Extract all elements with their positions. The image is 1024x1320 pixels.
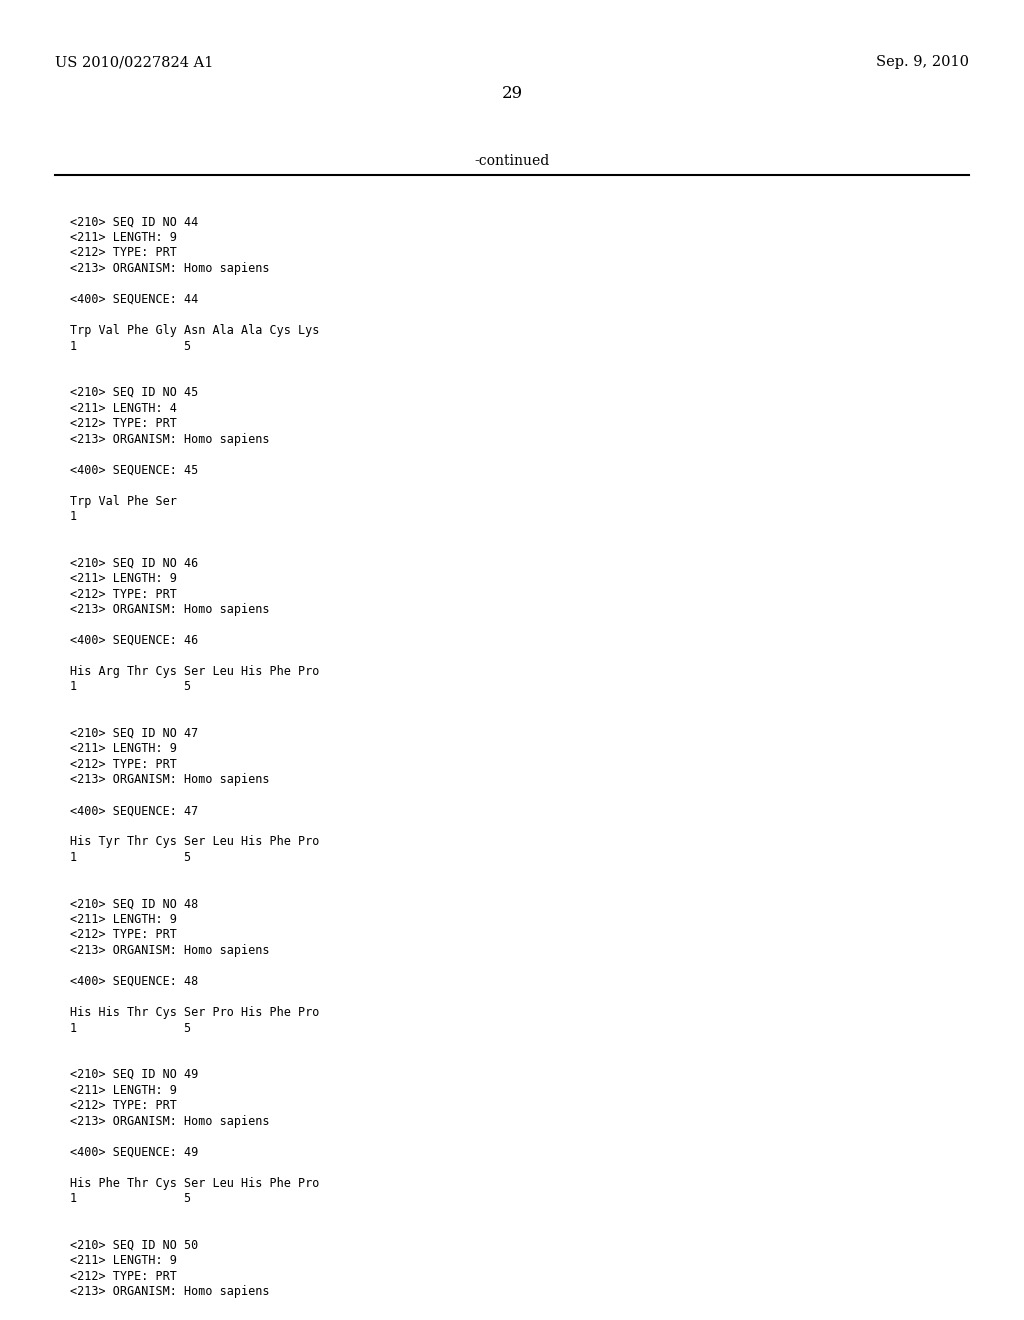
Text: US 2010/0227824 A1: US 2010/0227824 A1 (55, 55, 213, 69)
Text: <400> SEQUENCE: 47: <400> SEQUENCE: 47 (70, 804, 199, 817)
Text: <211> LENGTH: 9: <211> LENGTH: 9 (70, 231, 177, 244)
Text: <213> ORGANISM: Homo sapiens: <213> ORGANISM: Homo sapiens (70, 1114, 269, 1127)
Text: His Tyr Thr Cys Ser Leu His Phe Pro: His Tyr Thr Cys Ser Leu His Phe Pro (70, 836, 319, 849)
Text: <210> SEQ ID NO 45: <210> SEQ ID NO 45 (70, 385, 199, 399)
Text: <212> TYPE: PRT: <212> TYPE: PRT (70, 758, 177, 771)
Text: <211> LENGTH: 4: <211> LENGTH: 4 (70, 401, 177, 414)
Text: <400> SEQUENCE: 49: <400> SEQUENCE: 49 (70, 1146, 199, 1159)
Text: <210> SEQ ID NO 50: <210> SEQ ID NO 50 (70, 1238, 199, 1251)
Text: Trp Val Phe Ser: Trp Val Phe Ser (70, 495, 177, 507)
Text: <212> TYPE: PRT: <212> TYPE: PRT (70, 1100, 177, 1111)
Text: 1               5: 1 5 (70, 681, 191, 693)
Text: 29: 29 (502, 84, 522, 102)
Text: <210> SEQ ID NO 48: <210> SEQ ID NO 48 (70, 898, 199, 911)
Text: <212> TYPE: PRT: <212> TYPE: PRT (70, 928, 177, 941)
Text: <213> ORGANISM: Homo sapiens: <213> ORGANISM: Homo sapiens (70, 261, 269, 275)
Text: His Arg Thr Cys Ser Leu His Phe Pro: His Arg Thr Cys Ser Leu His Phe Pro (70, 665, 319, 678)
Text: 1               5: 1 5 (70, 339, 191, 352)
Text: <211> LENGTH: 9: <211> LENGTH: 9 (70, 572, 177, 585)
Text: -continued: -continued (474, 154, 550, 168)
Text: <210> SEQ ID NO 46: <210> SEQ ID NO 46 (70, 557, 199, 569)
Text: <400> SEQUENCE: 44: <400> SEQUENCE: 44 (70, 293, 199, 306)
Text: <213> ORGANISM: Homo sapiens: <213> ORGANISM: Homo sapiens (70, 774, 269, 787)
Text: His Phe Thr Cys Ser Leu His Phe Pro: His Phe Thr Cys Ser Leu His Phe Pro (70, 1176, 319, 1189)
Text: 1: 1 (70, 510, 77, 523)
Text: <212> TYPE: PRT: <212> TYPE: PRT (70, 247, 177, 260)
Text: <211> LENGTH: 9: <211> LENGTH: 9 (70, 1084, 177, 1097)
Text: Sep. 9, 2010: Sep. 9, 2010 (876, 55, 969, 69)
Text: <213> ORGANISM: Homo sapiens: <213> ORGANISM: Homo sapiens (70, 603, 269, 616)
Text: <210> SEQ ID NO 47: <210> SEQ ID NO 47 (70, 727, 199, 741)
Text: <400> SEQUENCE: 45: <400> SEQUENCE: 45 (70, 463, 199, 477)
Text: <210> SEQ ID NO 49: <210> SEQ ID NO 49 (70, 1068, 199, 1081)
Text: <211> LENGTH: 9: <211> LENGTH: 9 (70, 742, 177, 755)
Text: <211> LENGTH: 9: <211> LENGTH: 9 (70, 913, 177, 927)
Text: <211> LENGTH: 9: <211> LENGTH: 9 (70, 1254, 177, 1267)
Text: His His Thr Cys Ser Pro His Phe Pro: His His Thr Cys Ser Pro His Phe Pro (70, 1006, 319, 1019)
Text: <400> SEQUENCE: 48: <400> SEQUENCE: 48 (70, 975, 199, 987)
Text: 1               5: 1 5 (70, 1192, 191, 1205)
Text: <213> ORGANISM: Homo sapiens: <213> ORGANISM: Homo sapiens (70, 944, 269, 957)
Text: <212> TYPE: PRT: <212> TYPE: PRT (70, 587, 177, 601)
Text: <213> ORGANISM: Homo sapiens: <213> ORGANISM: Homo sapiens (70, 433, 269, 446)
Text: <212> TYPE: PRT: <212> TYPE: PRT (70, 1270, 177, 1283)
Text: <213> ORGANISM: Homo sapiens: <213> ORGANISM: Homo sapiens (70, 1284, 269, 1298)
Text: <212> TYPE: PRT: <212> TYPE: PRT (70, 417, 177, 430)
Text: 1               5: 1 5 (70, 851, 191, 865)
Text: Trp Val Phe Gly Asn Ala Ala Cys Lys: Trp Val Phe Gly Asn Ala Ala Cys Lys (70, 323, 319, 337)
Text: 1               5: 1 5 (70, 1022, 191, 1035)
Text: <400> SEQUENCE: 46: <400> SEQUENCE: 46 (70, 634, 199, 647)
Text: <210> SEQ ID NO 44: <210> SEQ ID NO 44 (70, 215, 199, 228)
